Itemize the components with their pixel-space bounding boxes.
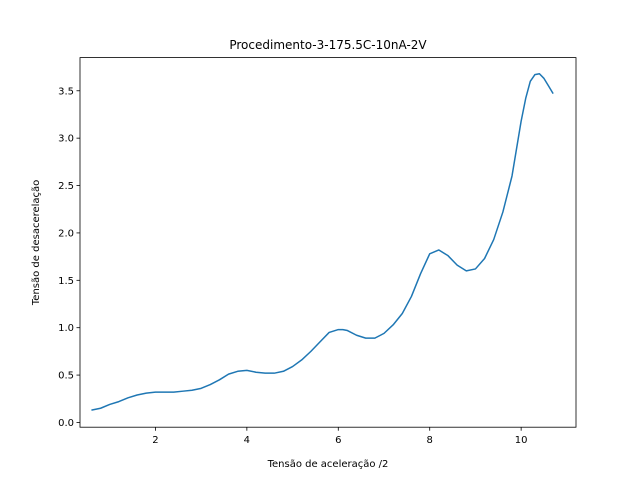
y-tick-label: 1.0	[58, 323, 74, 334]
y-tick-label: 0.0	[58, 418, 74, 429]
series-line-0	[91, 72, 554, 411]
plot-frame	[79, 57, 577, 428]
x-tick-label: 4	[244, 435, 250, 446]
y-axis-ticks: 0.0 0.5 1.0 1.5 2.0 2.5 3.0 3.5	[58, 86, 80, 429]
y-tick-label: 0.5	[58, 371, 74, 382]
x-tick-label: 8	[427, 435, 433, 446]
x-tick-label: 2	[152, 435, 158, 446]
x-tick-label: 10	[515, 435, 528, 446]
y-tick-label: 2.5	[58, 181, 74, 192]
y-axis-label: Tensão de desacerelação	[31, 180, 42, 306]
y-tick-label: 2.0	[58, 228, 74, 239]
x-axis-ticks: 2 4 6 8 10	[152, 427, 528, 446]
chart-title: Procedimento-3-175.5C-10nA-2V	[229, 38, 427, 52]
series-layer	[91, 72, 554, 411]
x-tick-label: 6	[335, 435, 341, 446]
y-tick-label: 3.0	[58, 134, 74, 145]
plot-area	[80, 57, 576, 428]
y-tick-label: 1.5	[58, 276, 74, 287]
x-axis-label: Tensão de aceleração /2	[267, 459, 389, 470]
y-tick-label: 3.5	[58, 86, 74, 97]
